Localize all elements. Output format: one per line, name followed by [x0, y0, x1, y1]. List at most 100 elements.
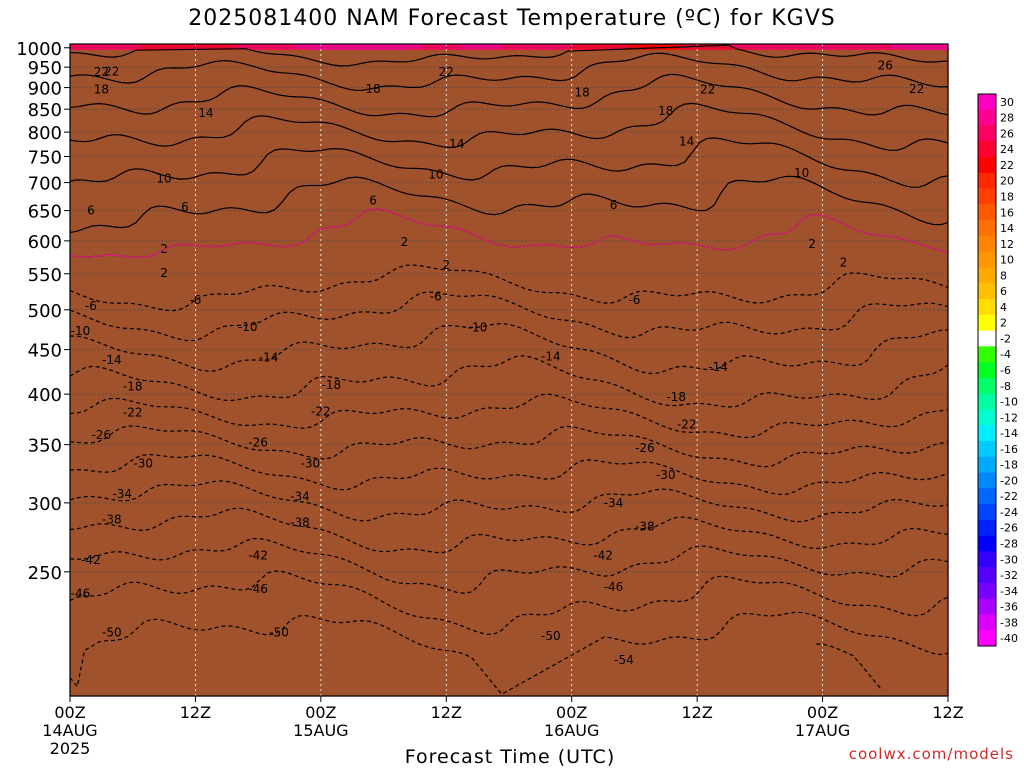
field-cell [612, 44, 622, 50]
field-cell [596, 44, 606, 50]
field-cell [652, 44, 662, 50]
field-cell [93, 44, 103, 50]
field-cell [253, 44, 263, 50]
field-cell [445, 44, 454, 50]
field-cell [501, 44, 510, 50]
field-cell [916, 44, 925, 50]
field-cell [373, 44, 382, 50]
field-cell [548, 44, 558, 50]
field-cell [764, 44, 773, 50]
field-cell [101, 44, 111, 50]
field-cell [908, 44, 917, 50]
field-cell [493, 44, 502, 50]
field-cell [644, 44, 654, 50]
field-cell [788, 44, 797, 50]
field-cell [165, 44, 175, 50]
field-cell [237, 44, 247, 50]
field-cell [349, 44, 358, 50]
field-cell [884, 44, 893, 50]
field-cell [469, 44, 478, 50]
field-cell [580, 44, 590, 50]
field-cell [868, 44, 877, 50]
field-cell [213, 44, 223, 50]
field-cell [277, 44, 287, 50]
field-cell [429, 44, 438, 50]
field-cell [173, 44, 183, 50]
field-cell [796, 44, 805, 50]
field-cell [453, 44, 462, 50]
field-cell [293, 44, 303, 50]
field-cell [389, 44, 398, 50]
field-cell [780, 44, 789, 50]
field-cell [940, 44, 949, 50]
field-cell [756, 44, 766, 50]
field-cell [421, 44, 430, 50]
field-cell [572, 44, 582, 50]
field-cell [70, 44, 79, 50]
field-cell [221, 44, 231, 50]
field-cell [365, 44, 374, 50]
field-cell [900, 44, 909, 50]
field-cell [285, 44, 295, 50]
field-cell [604, 44, 614, 50]
field-cell [932, 44, 941, 50]
field-cell [844, 44, 853, 50]
field-cell [485, 44, 494, 50]
field-cell [556, 44, 566, 50]
field-cell [564, 44, 574, 50]
x-axis-label: Forecast Time (UTC) [404, 746, 616, 768]
field-cell [77, 44, 87, 50]
field-cell [812, 44, 821, 50]
field-cell [532, 44, 542, 50]
field-cell [588, 44, 598, 50]
field-cell [660, 44, 670, 50]
field-cell [708, 44, 718, 50]
field-cell [724, 44, 734, 50]
field-cell [341, 44, 350, 50]
field-cell [524, 44, 534, 50]
field-cell [892, 44, 901, 50]
field-cell [716, 44, 726, 50]
field-cell [269, 44, 279, 50]
field-cell [189, 44, 199, 50]
field-cell [740, 44, 750, 50]
field-cell [636, 44, 646, 50]
field-cell [405, 44, 414, 50]
field-cell [181, 44, 191, 50]
field-cell [540, 44, 550, 50]
field-cell [117, 44, 127, 50]
field-cell [125, 44, 135, 50]
field-cell [141, 44, 151, 50]
field-cell [245, 44, 255, 50]
field-cell [700, 44, 710, 50]
chart-title: 2025081400 NAM Forecast Temperature (ºC)… [188, 6, 836, 31]
field-cell [133, 44, 143, 50]
field-cell [109, 44, 119, 50]
field-cell [820, 44, 829, 50]
field-cell [357, 44, 366, 50]
field-cell [732, 44, 742, 50]
field-cell [333, 44, 342, 50]
field-cell [876, 44, 885, 50]
field-cell [149, 44, 159, 50]
field-cell [205, 44, 215, 50]
field-cell [413, 44, 422, 50]
field-cell [397, 44, 406, 50]
field-cell [437, 44, 446, 50]
field-cell [325, 44, 334, 50]
field-cell [85, 44, 95, 50]
field-cell [748, 44, 758, 50]
field-cell [477, 44, 486, 50]
field-cell [261, 44, 271, 50]
field-cell [924, 44, 933, 50]
field-cell [836, 44, 845, 50]
field-cell [381, 44, 390, 50]
field-cell [516, 44, 526, 50]
field-cell [229, 44, 239, 50]
field-cell [620, 44, 630, 50]
field-cell [804, 44, 813, 50]
field-cell [301, 44, 311, 50]
field-cell [852, 44, 861, 50]
field-cell [772, 44, 781, 50]
